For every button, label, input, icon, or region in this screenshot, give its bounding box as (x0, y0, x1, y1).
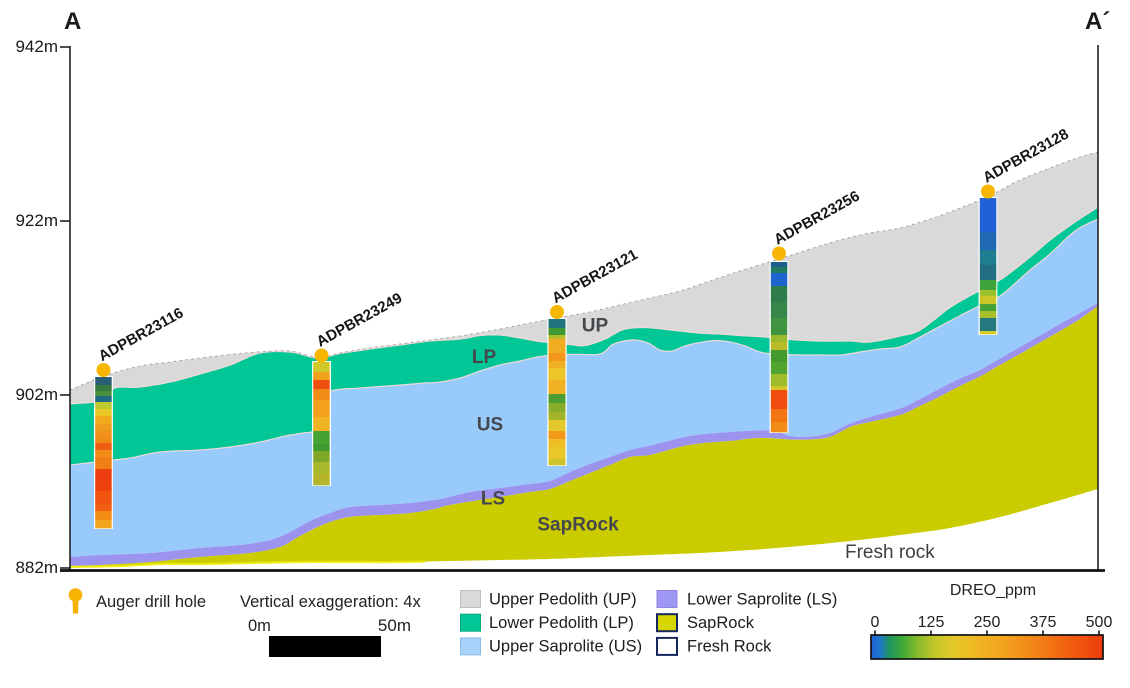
svg-text:Fresh Rock: Fresh Rock (687, 638, 772, 656)
svg-text:375: 375 (1030, 614, 1057, 631)
svg-text:SapRock: SapRock (537, 515, 619, 536)
svg-text:0: 0 (871, 614, 880, 631)
svg-text:500: 500 (1086, 614, 1113, 631)
svg-text:SapRock: SapRock (687, 614, 755, 632)
svg-text:Lower Saprolite (LS): Lower Saprolite (LS) (687, 590, 837, 608)
svg-text:Fresh rock: Fresh rock (845, 542, 935, 563)
svg-text:LS: LS (481, 489, 505, 510)
svg-text:Lower Pedolith (LP): Lower Pedolith (LP) (489, 614, 634, 632)
svg-text:125: 125 (918, 614, 945, 631)
svg-text:Upper Pedolith (UP): Upper Pedolith (UP) (489, 590, 637, 608)
svg-text:A´: A´ (1085, 8, 1110, 35)
svg-text:942m: 942m (15, 37, 58, 56)
svg-text:UP: UP (582, 316, 609, 337)
svg-text:922m: 922m (15, 211, 58, 230)
svg-text:50m: 50m (378, 616, 411, 635)
svg-text:882m: 882m (15, 558, 58, 577)
svg-text:LP: LP (472, 347, 497, 368)
svg-text:902m: 902m (15, 385, 58, 404)
svg-text:Upper Saprolite (US): Upper Saprolite (US) (489, 638, 642, 656)
svg-text:Auger drill hole: Auger drill hole (96, 593, 206, 611)
svg-text:0m: 0m (248, 617, 271, 635)
svg-text:DREO_ppm: DREO_ppm (950, 582, 1036, 599)
svg-text:250: 250 (974, 614, 1001, 631)
svg-text:US: US (477, 415, 503, 436)
svg-text:Vertical exaggeration: 4x: Vertical exaggeration: 4x (240, 593, 421, 611)
svg-text:A: A (64, 8, 81, 35)
